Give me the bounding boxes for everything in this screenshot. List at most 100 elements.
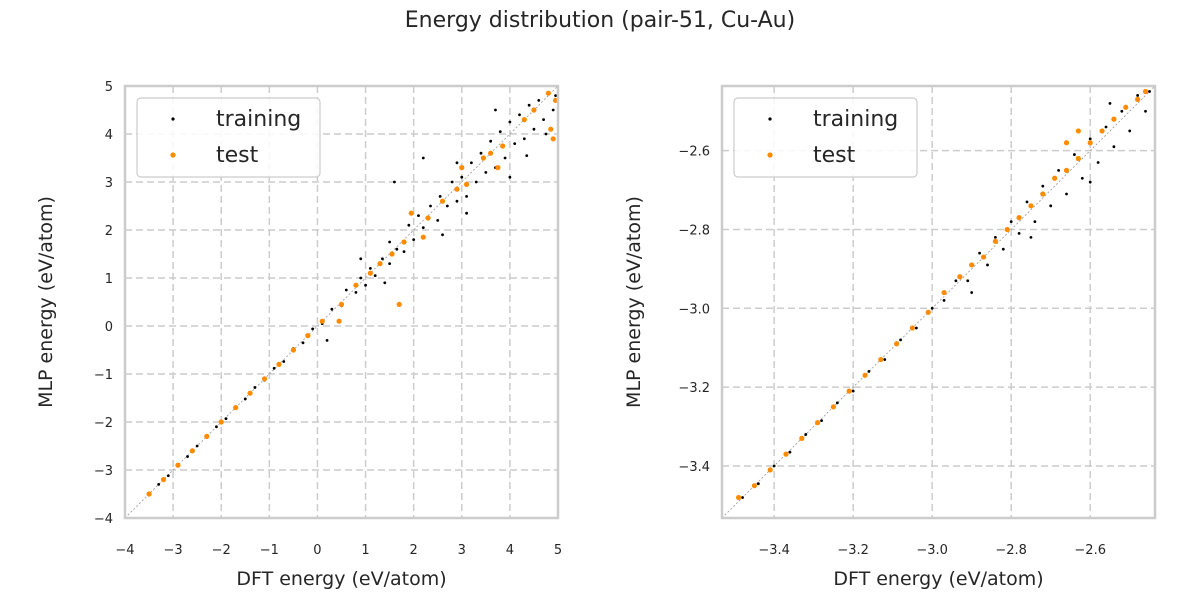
- test-point: [290, 347, 296, 353]
- training-point: [1080, 176, 1084, 180]
- x-tick-label: −2.6: [1074, 543, 1106, 558]
- training-point: [368, 267, 372, 270]
- x-tick-label: −2.8: [995, 543, 1027, 558]
- training-point: [820, 419, 823, 423]
- training-point: [1088, 137, 1092, 141]
- training-point: [359, 276, 363, 280]
- training-point: [970, 291, 974, 294]
- x-tick-label: −3.2: [837, 543, 869, 558]
- training-point: [1104, 125, 1108, 129]
- legend: training test: [136, 97, 321, 178]
- test-point: [1142, 88, 1149, 95]
- test-point: [550, 136, 556, 142]
- training-point: [756, 482, 760, 486]
- test-point: [1087, 140, 1093, 146]
- training-point: [930, 306, 934, 310]
- training-point: [380, 257, 384, 261]
- test-point: [1111, 116, 1117, 122]
- training-point: [1017, 232, 1021, 235]
- training-point: [1148, 90, 1151, 93]
- test-point: [247, 390, 253, 396]
- chart-2: −3.4 −3.2 −3.0 −2.8 −2.6 −3.4 −3.2 −3.0 −2.8 −2.6…: [623, 84, 1157, 590]
- test-point: [261, 376, 268, 382]
- chart-1: −4 −3 −2 −1 0 1 2 3 4 5 −4 −3 −2 −1 0 1 2 3 4 5 DFT energy (…: [35, 80, 562, 590]
- test-point: [783, 451, 789, 457]
- y-tick-label: −2.8: [678, 223, 710, 238]
- training-point: [224, 417, 228, 421]
- test-point: [500, 143, 506, 149]
- test-point: [830, 404, 837, 410]
- training-point: [402, 250, 406, 254]
- test-point: [1063, 140, 1070, 146]
- training-point: [1001, 247, 1005, 251]
- y-tick-label: −3.0: [678, 302, 710, 317]
- training-point: [344, 288, 348, 292]
- test-point: [992, 238, 998, 244]
- training-point: [359, 257, 363, 261]
- legend-label-training: training: [216, 107, 301, 132]
- training-point: [772, 464, 776, 468]
- training-point: [513, 142, 517, 146]
- legend-label-test: test: [216, 143, 259, 168]
- plot-frame: [720, 84, 1157, 520]
- test-point: [980, 254, 987, 260]
- training-point: [508, 175, 512, 179]
- training-point: [465, 195, 468, 198]
- training-point: [330, 307, 334, 311]
- training-point: [412, 238, 416, 242]
- training-point: [479, 151, 483, 155]
- training-point: [445, 204, 449, 208]
- test-point: [925, 309, 931, 315]
- training-point: [1065, 192, 1068, 196]
- training-point: [455, 161, 459, 165]
- test-point: [408, 210, 414, 216]
- training-point: [1144, 109, 1147, 113]
- test-point: [767, 467, 773, 473]
- training-point: [465, 211, 468, 215]
- training-point: [243, 397, 247, 401]
- training-point: [788, 450, 792, 454]
- test-point: [495, 165, 501, 171]
- y-tick-label: 0: [105, 320, 113, 335]
- test-point: [1004, 226, 1010, 233]
- test-point: [1099, 128, 1105, 134]
- training-point: [470, 161, 473, 165]
- test-point: [548, 126, 554, 132]
- training-point: [1033, 220, 1037, 223]
- y-tick-label: −1: [94, 368, 113, 383]
- training-point: [883, 358, 887, 361]
- training-point: [804, 433, 808, 436]
- test-point: [815, 420, 821, 426]
- test-legend-marker: [767, 152, 773, 158]
- y-tick-label: −2: [94, 416, 113, 431]
- training-point: [498, 130, 502, 134]
- training-point: [954, 279, 958, 283]
- y-axis-label: MLP energy (eV/atom): [623, 196, 645, 408]
- y-tick-label: 2: [105, 224, 113, 239]
- training-point: [393, 180, 396, 184]
- training-point: [1041, 184, 1045, 188]
- test-point: [488, 150, 494, 156]
- training-point: [1096, 161, 1100, 164]
- test-point: [319, 318, 325, 324]
- training-point: [373, 274, 377, 277]
- test-point: [425, 215, 431, 221]
- test-point: [353, 282, 359, 288]
- test-point: [459, 165, 465, 171]
- test-point: [957, 274, 963, 280]
- y-axis-label: MLP energy (eV/atom): [35, 196, 57, 408]
- training-point: [195, 444, 199, 448]
- training-point: [417, 214, 420, 218]
- y-tick-label: 3: [105, 176, 113, 191]
- training-point: [395, 247, 399, 251]
- x-tick-label: 2: [410, 543, 418, 558]
- test-point: [480, 155, 487, 161]
- test-point: [218, 419, 224, 425]
- training-point: [551, 108, 555, 112]
- training-point: [978, 251, 981, 255]
- plot-frame: [123, 84, 560, 520]
- y-tick-label: −3: [94, 464, 113, 479]
- test-point: [336, 318, 342, 324]
- diagonal-reference-line: [721, 85, 1156, 519]
- training-point: [441, 233, 444, 237]
